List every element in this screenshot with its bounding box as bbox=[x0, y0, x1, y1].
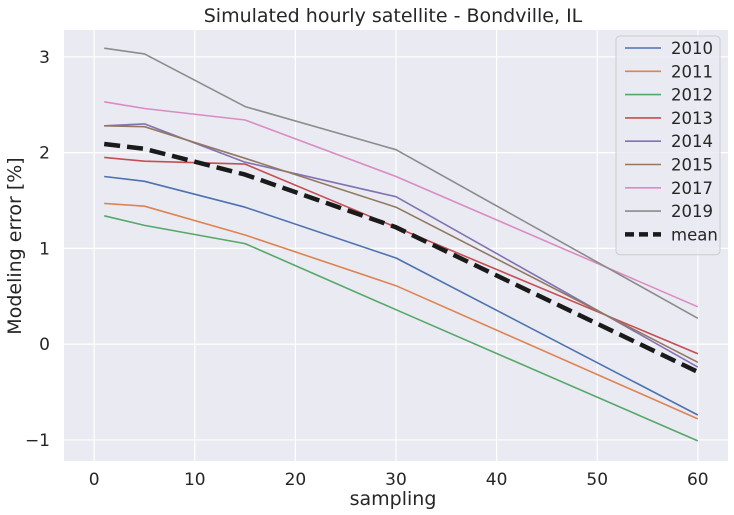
legend-label-2010: 2010 bbox=[671, 39, 713, 58]
legend-label-2012: 2012 bbox=[671, 86, 713, 105]
y-axis-label: Modeling error [%] bbox=[4, 157, 26, 334]
x-tick-label: 0 bbox=[89, 470, 100, 490]
legend-label-2015: 2015 bbox=[671, 156, 713, 175]
series-line-2015 bbox=[104, 125, 699, 364]
x-tick-label: 20 bbox=[285, 470, 307, 490]
x-tick-label: 40 bbox=[486, 470, 508, 490]
legend-label-2017: 2017 bbox=[671, 179, 713, 198]
series-line-2017 bbox=[104, 101, 699, 308]
series-lines bbox=[103, 47, 699, 442]
y-tick-label: 3 bbox=[39, 48, 50, 68]
y-tick-label: 1 bbox=[39, 239, 50, 259]
x-tick-label: 60 bbox=[687, 470, 709, 490]
series-line-2010 bbox=[104, 175, 699, 416]
y-tick-label: 2 bbox=[39, 144, 50, 164]
series-line-2014 bbox=[104, 123, 699, 368]
series-line-2019 bbox=[104, 47, 699, 319]
series-line-2011 bbox=[104, 202, 699, 420]
x-tick-label: 30 bbox=[385, 470, 407, 490]
y-tick-label: −1 bbox=[25, 431, 50, 451]
x-axis-label: sampling bbox=[350, 488, 437, 510]
x-tick-label: 10 bbox=[184, 470, 206, 490]
series-line-2013 bbox=[104, 156, 699, 355]
x-tick-label: 50 bbox=[586, 470, 608, 490]
y-tick-label: 0 bbox=[39, 335, 50, 355]
series-line-mean bbox=[103, 141, 699, 374]
legend-box bbox=[615, 35, 721, 256]
legend-label-2013: 2013 bbox=[671, 109, 713, 128]
legend: 2010 2011 2012 2013 2014 2015 2017 2019 mean bbox=[615, 35, 721, 256]
chart-title: Simulated hourly satellite - Bondville, … bbox=[204, 5, 583, 27]
legend-label-2014: 2014 bbox=[671, 132, 713, 151]
tick-labels: 0 10 20 30 40 50 60 −1 0 1 2 3 bbox=[25, 48, 709, 490]
legend-label-mean: mean bbox=[671, 225, 718, 244]
series-line-2012 bbox=[104, 215, 699, 442]
legend-label-2011: 2011 bbox=[671, 62, 713, 81]
legend-label-2019: 2019 bbox=[671, 202, 713, 221]
